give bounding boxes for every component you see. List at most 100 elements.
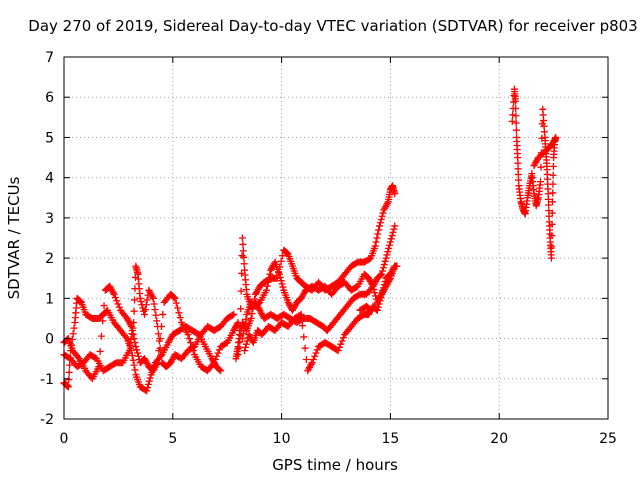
y-axis-label: SDTVAR / TECUs bbox=[5, 176, 23, 299]
data-point bbox=[378, 290, 386, 298]
y-tick-label: -2 bbox=[40, 412, 54, 428]
data-point bbox=[308, 359, 316, 367]
data-points bbox=[60, 85, 560, 395]
y-tick-label: 3 bbox=[45, 211, 54, 227]
data-point bbox=[241, 320, 249, 328]
data-point bbox=[302, 355, 310, 363]
data-point bbox=[512, 119, 520, 127]
data-point bbox=[110, 290, 118, 298]
data-point bbox=[297, 310, 305, 318]
data-point bbox=[95, 363, 103, 371]
y-tick-label: 0 bbox=[45, 332, 54, 348]
data-point bbox=[141, 310, 149, 318]
data-point bbox=[301, 344, 309, 352]
x-axis-ticks: 0 5 10 15 20 25 bbox=[60, 57, 617, 447]
data-point bbox=[127, 322, 135, 330]
series-track-b bbox=[60, 262, 238, 375]
data-point bbox=[379, 209, 387, 217]
data-point bbox=[69, 330, 77, 338]
data-point bbox=[278, 280, 286, 288]
data-point bbox=[370, 285, 378, 293]
data-point bbox=[381, 257, 389, 265]
data-point bbox=[217, 367, 225, 375]
data-point bbox=[216, 366, 224, 374]
data-point bbox=[390, 225, 398, 233]
data-point bbox=[373, 306, 381, 314]
plot-frame bbox=[63, 56, 609, 420]
data-point bbox=[512, 97, 520, 105]
data-point bbox=[99, 317, 107, 325]
data-point bbox=[210, 359, 218, 367]
data-point bbox=[380, 261, 388, 269]
data-point bbox=[547, 254, 555, 262]
data-point bbox=[159, 310, 167, 318]
data-point bbox=[300, 333, 308, 341]
data-point bbox=[188, 343, 196, 351]
data-point bbox=[184, 331, 192, 339]
data-point bbox=[383, 251, 391, 259]
data-point bbox=[382, 254, 390, 262]
data-point bbox=[143, 296, 151, 304]
data-point bbox=[377, 215, 385, 223]
data-point bbox=[383, 199, 391, 207]
data-point bbox=[187, 339, 195, 347]
data-point bbox=[176, 314, 184, 322]
data-point bbox=[74, 353, 82, 361]
data-point bbox=[512, 104, 520, 112]
data-point bbox=[384, 248, 392, 256]
data-point bbox=[153, 317, 161, 325]
data-point bbox=[235, 344, 243, 352]
data-point bbox=[278, 252, 286, 260]
data-point bbox=[339, 334, 347, 342]
data-point bbox=[113, 297, 121, 305]
data-point bbox=[230, 310, 238, 318]
data-point bbox=[510, 92, 518, 100]
data-point bbox=[298, 322, 306, 330]
data-point bbox=[375, 294, 383, 302]
data-point bbox=[537, 163, 545, 171]
data-point bbox=[127, 335, 135, 343]
data-point bbox=[238, 335, 246, 343]
data-point bbox=[213, 352, 221, 360]
data-point bbox=[548, 232, 556, 240]
data-point bbox=[307, 360, 315, 368]
grid-lines bbox=[64, 57, 608, 419]
data-point bbox=[241, 347, 249, 355]
data-point bbox=[275, 270, 283, 278]
data-point bbox=[65, 368, 73, 376]
data-point bbox=[66, 361, 74, 369]
data-point bbox=[131, 366, 139, 374]
data-point bbox=[150, 300, 158, 308]
data-point bbox=[251, 295, 259, 303]
y-tick-label: 7 bbox=[45, 50, 54, 66]
data-point bbox=[247, 314, 255, 322]
data-point bbox=[237, 287, 245, 295]
data-point bbox=[129, 331, 137, 339]
data-point bbox=[512, 112, 520, 120]
data-point bbox=[100, 302, 108, 310]
y-tick-label: 5 bbox=[45, 130, 54, 146]
data-point bbox=[276, 273, 284, 281]
data-point bbox=[377, 271, 385, 279]
data-point bbox=[239, 330, 247, 338]
data-point bbox=[371, 242, 379, 250]
data-point bbox=[134, 349, 142, 357]
data-point bbox=[237, 305, 245, 313]
data-point bbox=[372, 238, 380, 246]
data-point bbox=[374, 230, 382, 238]
x-tick-label: 15 bbox=[381, 431, 399, 447]
data-point bbox=[134, 352, 142, 360]
data-point bbox=[537, 178, 545, 186]
data-point bbox=[157, 351, 165, 359]
data-point bbox=[371, 289, 379, 297]
y-tick-label: 2 bbox=[45, 251, 54, 267]
data-point bbox=[128, 327, 136, 335]
data-point bbox=[240, 325, 248, 333]
data-point bbox=[378, 270, 386, 278]
chart-title: Day 270 of 2019, Sidereal Day-to-day VTE… bbox=[28, 17, 637, 35]
data-point bbox=[238, 269, 246, 277]
data-point bbox=[387, 235, 395, 243]
data-point bbox=[170, 294, 178, 302]
data-point bbox=[277, 277, 285, 285]
data-point bbox=[376, 219, 384, 227]
